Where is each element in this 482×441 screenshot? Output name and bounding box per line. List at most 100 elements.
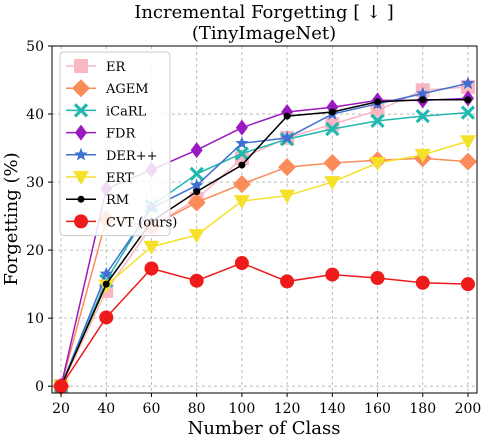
legend-item: ER (66, 59, 126, 75)
data-point (235, 119, 248, 136)
legend-marker (74, 147, 88, 161)
legend-item: ERT (66, 171, 134, 186)
legend-marker (75, 124, 87, 141)
legend-label: DER++ (106, 149, 158, 164)
legend-label: ER (106, 60, 126, 75)
x-tick-label: 20 (52, 401, 70, 417)
legend-label: AGEM (105, 82, 149, 97)
legend-item: iCaRL (66, 103, 147, 119)
legend-marker (73, 171, 89, 185)
y-tick-label: 20 (26, 243, 44, 259)
legend: ER AGEM iCaRL FDR DER++ ERT RM CVT (ours) (59, 51, 177, 237)
data-point (416, 86, 430, 100)
data-point (189, 273, 204, 288)
data-point (458, 152, 477, 171)
legend-item: CVT (ours) (66, 214, 177, 230)
data-point (415, 275, 430, 290)
tick-labels: 20 40 60 80 100 120 140 160 180 200 0 10 20 30 40 50 (26, 39, 481, 417)
legend-label: FDR (106, 127, 136, 142)
y-tick-label: 10 (26, 311, 44, 327)
data-point (193, 188, 201, 196)
legend-item: DER++ (66, 147, 158, 164)
data-point (190, 142, 203, 159)
legend-label: ERT (106, 171, 134, 186)
y-tick-label: 40 (26, 107, 44, 123)
data-point (369, 157, 386, 172)
series-line (60, 99, 468, 387)
legend-item: AGEM (66, 79, 149, 98)
x-tick-label: 120 (274, 401, 301, 417)
x-tick-label: 100 (229, 401, 256, 417)
x-tick-label: 180 (409, 401, 436, 417)
series-line (60, 262, 468, 387)
y-axis-label: Forgetting (%) (1, 152, 22, 285)
data-point (280, 274, 295, 289)
data-point (99, 266, 113, 280)
chart-title: Incremental Forgetting [ ↓ ] (134, 2, 394, 23)
data-point (188, 229, 205, 244)
data-point (234, 256, 249, 271)
series-ert (53, 135, 476, 395)
data-point (187, 193, 206, 212)
x-axis-label: Number of Class (188, 418, 341, 439)
plot-frame (51, 45, 478, 394)
data-point (370, 113, 385, 128)
data-point (234, 146, 250, 161)
data-point (278, 158, 297, 177)
data-point (233, 195, 250, 210)
x-tick-label: 140 (319, 401, 346, 417)
data-point (370, 103, 385, 118)
legend-marker (73, 103, 89, 118)
x-tick-label: 80 (188, 401, 206, 417)
x-tick-label: 160 (364, 401, 391, 417)
legend-label: RM (106, 193, 129, 208)
data-point (280, 130, 294, 144)
data-point (374, 98, 382, 106)
data-point (415, 108, 430, 124)
data-point (460, 277, 475, 292)
data-point (460, 105, 476, 120)
data-point (328, 108, 336, 116)
data-point (459, 135, 476, 150)
legend-marker (74, 59, 88, 73)
data-point (190, 178, 204, 192)
legend-item: RM (66, 193, 129, 208)
legend-marker (72, 79, 90, 98)
y-tick-label: 50 (26, 39, 44, 55)
legend-label: iCaRL (106, 104, 147, 119)
data-point (143, 240, 160, 255)
data-point (464, 96, 472, 104)
data-point (99, 310, 114, 325)
y-tick-label: 30 (26, 175, 44, 191)
series-cvt-ours (54, 256, 475, 394)
data-point (144, 261, 159, 276)
data-point (102, 280, 110, 288)
grid-lines (52, 45, 477, 393)
data-point (325, 121, 340, 137)
legend-item: FDR (66, 124, 136, 142)
data-point (232, 175, 251, 194)
x-tick-label: 60 (143, 401, 161, 417)
chart-subtitle: (TinyImageNet) (192, 23, 336, 44)
data-point (279, 189, 296, 204)
data-point (235, 136, 249, 149)
y-tick-label: 0 (35, 379, 44, 395)
data-point (325, 267, 340, 282)
data-point (414, 148, 431, 163)
x-tick-label: 200 (455, 401, 482, 417)
legend-label: CVT (ours) (106, 215, 177, 230)
data-point (419, 96, 427, 104)
series-line (60, 111, 469, 387)
series-line (60, 140, 469, 387)
data-point (370, 271, 385, 286)
data-point (54, 379, 69, 394)
data-point (238, 161, 246, 169)
legend-marker (77, 195, 85, 203)
data-point (189, 166, 204, 182)
data-point (461, 76, 475, 90)
data-point (323, 154, 342, 173)
legend-box (59, 51, 171, 237)
x-tick-label: 40 (97, 401, 115, 417)
